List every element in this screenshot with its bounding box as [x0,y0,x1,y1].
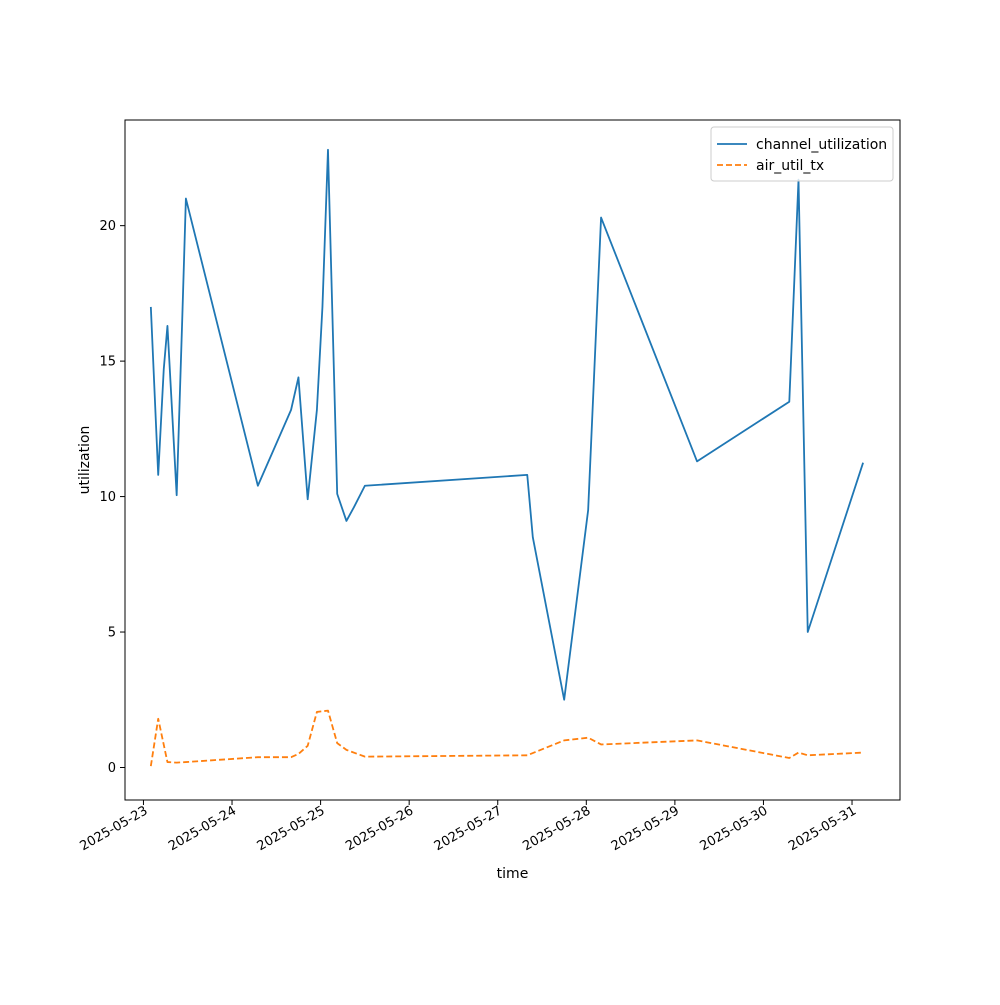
data-point-air_util_tx [788,757,790,759]
data-point-air_util_tx [175,761,177,763]
legend: channel_utilization air_util_tx [710,126,894,182]
data-point-air_util_tx [587,736,589,738]
data-point-channel_utilization [327,149,329,151]
x-tick-label: 2025-05-23 [78,803,151,854]
data-point-air_util_tx [150,765,152,767]
data-point-channel_utilization [600,216,602,218]
data-point-air_util_tx [600,743,602,745]
data-point-air_util_tx [185,761,187,763]
y-tick-label: 5 [108,626,116,641]
plot-frame [124,119,901,801]
y-axis-title: utilization [77,426,93,495]
data-point-channel_utilization [353,506,355,508]
data-point-channel_utilization [532,536,534,538]
data-point-air_util_tx [797,751,799,753]
x-axis-title: time [497,866,529,882]
data-point-channel_utilization [163,368,165,370]
data-point-air_util_tx [306,745,308,747]
data-point-channel_utilization [807,631,809,633]
data-point-air_util_tx [807,754,809,756]
x-tick-label: 2025-05-28 [520,803,593,854]
data-point-channel_utilization [185,197,187,199]
y-tick-label: 15 [99,355,116,370]
y-tick-label: 20 [99,219,116,234]
y-tick-label: 10 [99,490,116,505]
data-point-channel_utilization [321,306,323,308]
legend-label-channel_utilization: channel_utilization [756,137,887,153]
data-point-channel_utilization [257,485,259,487]
data-point-channel_utilization [175,494,177,496]
data-point-air_util_tx [166,761,168,763]
x-tick-label: 2025-05-27 [432,803,505,854]
data-point-channel_utilization [788,401,790,403]
x-tick-label: 2025-05-25 [255,803,328,854]
x-tick-label: 2025-05-30 [698,803,771,854]
data-point-channel_utilization [157,474,159,476]
data-point-channel_utilization [526,474,528,476]
series-line-channel_utilization [149,148,864,701]
data-point-air_util_tx [345,749,347,751]
series-line-air_util_tx [149,709,864,767]
data-point-channel_utilization [150,306,152,308]
data-point-channel_utilization [181,319,183,321]
data-point-channel_utilization [290,409,292,411]
data-point-air_util_tx [157,718,159,720]
data-point-air_util_tx [563,739,565,741]
data-point-channel_utilization [306,498,308,500]
legend-label-air_util_tx: air_util_tx [756,158,824,174]
data-point-channel_utilization [364,485,366,487]
data-point-air_util_tx [696,739,698,741]
plot-marks [149,148,864,767]
data-point-channel_utilization [587,509,589,511]
data-point-channel_utilization [696,460,698,462]
x-tick-label: 2025-05-29 [609,803,682,854]
data-point-channel_utilization [345,520,347,522]
legend-box [710,126,894,182]
data-point-air_util_tx [297,753,299,755]
data-point-channel_utilization [297,376,299,378]
x-tick-label: 2025-05-26 [343,803,416,854]
x-tick-label: 2025-05-24 [166,803,239,854]
data-point-channel_utilization [336,493,338,495]
axes: 0 5 10 15 20 2025-05-23 2025-05-24 2025-05-25 20… [78,219,860,854]
data-point-air_util_tx [364,755,366,757]
x-tick-label: 2025-05-31 [786,803,859,854]
data-point-air_util_tx [257,756,259,758]
data-point-air_util_tx [290,756,292,758]
data-point-air_util_tx [327,709,329,711]
data-point-air_util_tx [526,754,528,756]
data-point-channel_utilization [563,699,565,701]
y-tick-label: 0 [108,761,116,776]
data-point-air_util_tx [336,742,338,744]
data-point-channel_utilization [166,325,168,327]
data-point-channel_utilization [316,409,318,411]
data-point-channel_utilization [862,462,864,464]
data-point-air_util_tx [862,751,864,753]
data-point-air_util_tx [316,711,318,713]
